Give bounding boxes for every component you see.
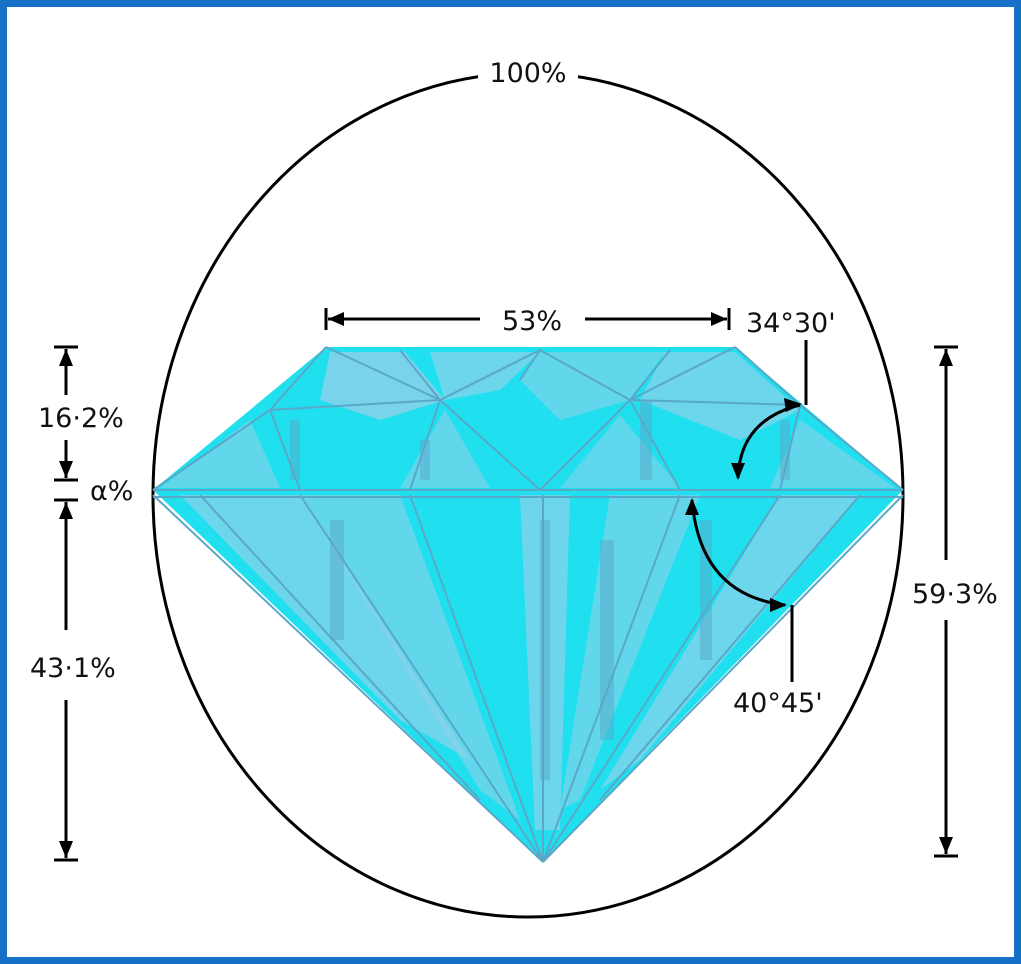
pavilion-depth-label: 43·1% — [30, 653, 116, 684]
pavilion-angle-label: 40°45' — [733, 688, 823, 719]
total-depth-dimension — [934, 345, 958, 858]
crown-height-dimension — [54, 345, 78, 482]
pavilion-angle-indicator — [685, 498, 794, 682]
crown-facet-shade — [520, 352, 665, 420]
table-label: 53% — [502, 306, 562, 337]
total-depth-label: 59·3% — [912, 579, 998, 610]
crown-facet-shade — [160, 420, 280, 488]
crown-facet-shade — [320, 352, 445, 420]
diameter-label: 100% — [489, 58, 566, 89]
diamond — [152, 346, 904, 863]
pavilion-depth-dimension — [54, 498, 78, 862]
crown-angle-indicator — [731, 340, 808, 480]
girdle-label: α% — [90, 476, 133, 507]
pavilion-facet-shade — [300, 495, 520, 820]
pavilion-facet-shade — [600, 495, 860, 790]
table-width-dimension — [324, 308, 731, 330]
pavilion-facet-shade — [560, 495, 700, 810]
crown-facet-shade — [770, 420, 895, 488]
diameter-label-gap — [478, 55, 578, 91]
facet-speckle-shading — [290, 400, 790, 780]
pavilion-facet-shade — [180, 495, 470, 760]
crown-height-label: 16·2% — [38, 403, 124, 434]
crown-angle-label: 34°30' — [746, 308, 836, 339]
